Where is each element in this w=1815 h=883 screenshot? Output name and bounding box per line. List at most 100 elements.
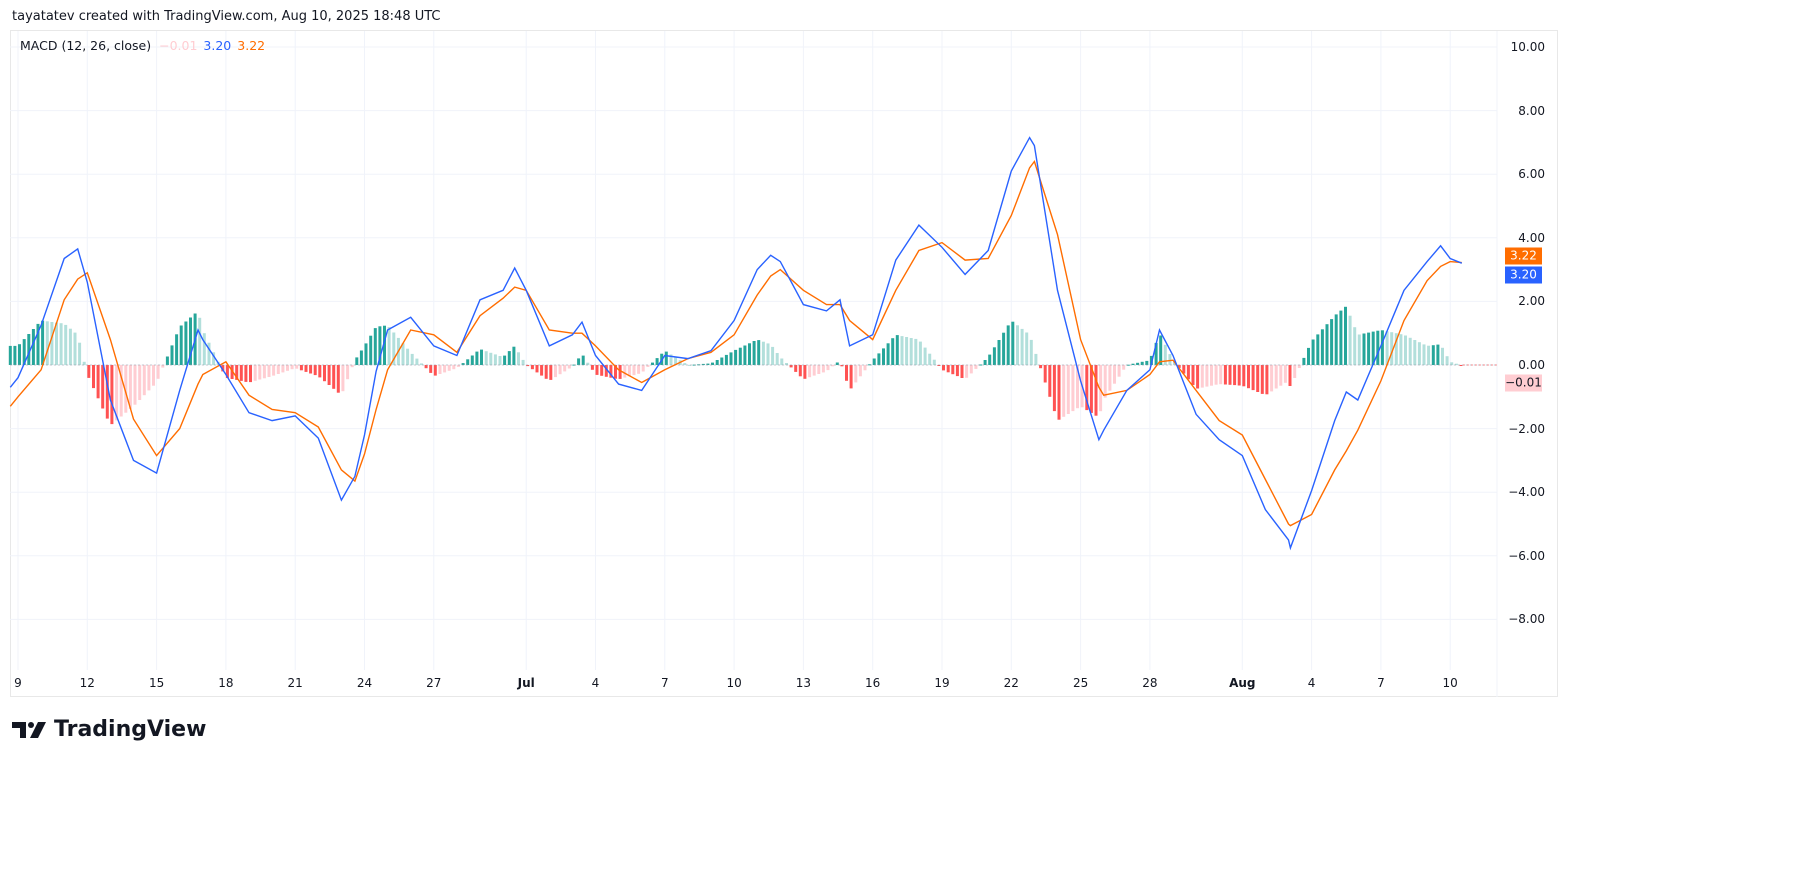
histogram-bar bbox=[905, 337, 909, 365]
histogram-bar bbox=[1422, 344, 1426, 365]
histogram-bar bbox=[443, 365, 447, 373]
x-tick-label: Aug bbox=[1229, 676, 1256, 690]
histogram-bar bbox=[854, 365, 858, 383]
histogram-bar bbox=[771, 346, 775, 365]
histogram-bar bbox=[595, 365, 599, 375]
histogram-bar bbox=[36, 323, 40, 365]
histogram-bar bbox=[1020, 328, 1024, 365]
histogram-bar bbox=[512, 346, 516, 365]
histogram-bar bbox=[540, 365, 544, 376]
histogram-bar bbox=[1191, 365, 1195, 385]
histogram-bar bbox=[724, 354, 728, 365]
histogram-bar bbox=[1016, 325, 1019, 365]
histogram-bar bbox=[1140, 361, 1144, 365]
histogram-bar bbox=[1362, 333, 1366, 365]
histogram-bar bbox=[1025, 332, 1029, 365]
histogram-bar bbox=[1071, 365, 1075, 412]
histogram-bar bbox=[1136, 362, 1140, 365]
histogram-bar bbox=[64, 324, 68, 365]
histogram-bar bbox=[78, 342, 82, 365]
histogram-bar bbox=[50, 322, 54, 365]
histogram-bar bbox=[1149, 355, 1153, 365]
x-tick-label: 21 bbox=[287, 676, 303, 690]
histogram-bar bbox=[646, 365, 650, 367]
histogram-bar bbox=[115, 365, 119, 421]
histogram-bar bbox=[1307, 347, 1310, 365]
histogram-bar bbox=[1256, 365, 1260, 392]
histogram-bar bbox=[1404, 335, 1407, 365]
histogram-bar bbox=[475, 351, 479, 365]
histogram-bar bbox=[1293, 365, 1297, 378]
histogram-bar bbox=[521, 359, 525, 365]
histogram-bar bbox=[1205, 365, 1209, 387]
histogram-bar bbox=[526, 365, 530, 367]
histogram-bar bbox=[1043, 365, 1047, 383]
histogram-bar bbox=[979, 364, 982, 366]
histogram-bar bbox=[336, 365, 340, 393]
histogram-bar bbox=[1330, 319, 1334, 365]
histogram-bar bbox=[1228, 365, 1232, 385]
histogram-bar bbox=[1219, 365, 1223, 385]
histogram-bar bbox=[290, 365, 294, 370]
histogram-bar bbox=[1348, 315, 1352, 365]
histogram-bar bbox=[13, 345, 17, 365]
x-tick-label: 24 bbox=[356, 676, 373, 690]
histogram-bar bbox=[424, 365, 428, 369]
histogram-bar bbox=[378, 326, 382, 365]
histogram-bar bbox=[1048, 365, 1052, 397]
histogram-bar bbox=[544, 365, 548, 379]
histogram-bar bbox=[687, 364, 691, 366]
signal-line bbox=[9, 160, 1462, 527]
histogram-bar bbox=[743, 345, 747, 365]
x-tick-label: 7 bbox=[1377, 676, 1385, 690]
histogram-bar bbox=[909, 338, 913, 365]
histogram-bar bbox=[1052, 365, 1056, 412]
indicator-legend[interactable]: MACD (12, 26, close) −0.01 3.20 3.22 bbox=[20, 38, 265, 53]
histogram-bar bbox=[785, 363, 788, 365]
histogram-bar bbox=[1163, 344, 1167, 365]
histogram-bar bbox=[267, 365, 271, 377]
histogram-bar bbox=[1288, 365, 1292, 386]
histogram-bar bbox=[729, 352, 733, 365]
macd-legend-value: 3.20 bbox=[203, 38, 232, 53]
histogram-bar bbox=[1413, 340, 1417, 365]
histogram-bar bbox=[849, 365, 853, 389]
histogram-bar bbox=[18, 344, 21, 365]
histogram-bar bbox=[295, 365, 299, 369]
histogram-bar bbox=[466, 359, 470, 365]
histogram-bar bbox=[1196, 365, 1200, 389]
histogram-bar bbox=[1454, 363, 1458, 365]
histogram-bar bbox=[272, 365, 276, 376]
x-tick-label: 4 bbox=[591, 676, 600, 690]
histogram-bar bbox=[1270, 365, 1274, 392]
histogram-bar bbox=[1334, 314, 1338, 365]
tradingview-logo[interactable]: TradingView bbox=[12, 717, 206, 742]
histogram-bar bbox=[614, 365, 617, 379]
histogram-bar bbox=[817, 365, 821, 374]
histogram-bar bbox=[530, 365, 534, 370]
histogram-legend-value: −0.01 bbox=[159, 38, 198, 53]
histogram-bar bbox=[761, 341, 765, 365]
histogram-bar bbox=[1113, 365, 1116, 384]
histogram-bar bbox=[225, 365, 229, 378]
histogram-bar bbox=[373, 328, 377, 365]
histogram-bar bbox=[1251, 365, 1255, 391]
histogram-bar bbox=[664, 351, 668, 365]
x-tick-label: 22 bbox=[1003, 676, 1019, 690]
histogram-bar bbox=[1099, 365, 1103, 412]
histogram-bar bbox=[22, 339, 26, 365]
histogram-bar bbox=[1320, 329, 1324, 365]
tradingview-logo-text: TradingView bbox=[54, 717, 207, 742]
histogram-bar bbox=[826, 365, 830, 371]
histogram-bar bbox=[835, 362, 839, 365]
histogram-bar bbox=[946, 365, 950, 373]
histogram-bar bbox=[429, 365, 433, 373]
histogram-bar bbox=[1297, 365, 1301, 368]
histogram-bar bbox=[221, 365, 225, 372]
histogram-bar bbox=[863, 365, 867, 371]
histogram-bar bbox=[590, 365, 594, 370]
histogram-bar bbox=[406, 348, 410, 365]
histogram-bar bbox=[258, 365, 262, 380]
histogram-bar bbox=[230, 365, 234, 379]
histogram-bar bbox=[720, 357, 724, 365]
